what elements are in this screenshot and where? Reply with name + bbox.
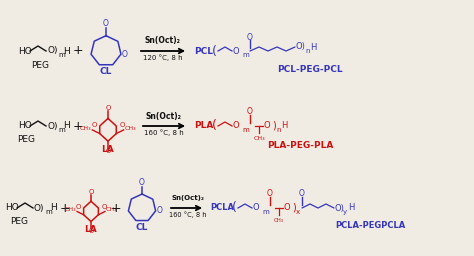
Text: H: H: [50, 204, 57, 212]
Text: CL: CL: [100, 68, 112, 77]
Text: y: y: [343, 209, 347, 215]
Text: LA: LA: [85, 226, 97, 234]
Text: O: O: [91, 122, 97, 128]
Text: PLA-PEG-PLA: PLA-PEG-PLA: [267, 142, 333, 151]
Text: O: O: [247, 108, 253, 116]
Text: ): ): [272, 121, 276, 131]
Text: CH₃: CH₃: [106, 207, 118, 212]
Text: O: O: [156, 206, 163, 215]
Text: CH₃: CH₃: [80, 126, 91, 131]
Text: Sn(Oct)₂: Sn(Oct)₂: [146, 112, 182, 121]
Text: 160 °C, 8 h: 160 °C, 8 h: [169, 212, 207, 218]
Text: H: H: [63, 47, 70, 56]
Text: O: O: [267, 189, 273, 198]
Text: O: O: [88, 228, 94, 233]
Text: O: O: [233, 122, 240, 131]
Text: Sn(Oct)₂: Sn(Oct)₂: [145, 37, 181, 46]
Text: O: O: [75, 204, 81, 210]
Text: HO: HO: [18, 47, 32, 56]
Text: n: n: [276, 127, 281, 133]
Text: O: O: [101, 204, 107, 210]
Text: HO: HO: [5, 204, 19, 212]
Text: PCL: PCL: [194, 47, 213, 56]
Text: +: +: [60, 201, 70, 215]
Text: ): ): [292, 203, 296, 213]
Text: m: m: [242, 52, 249, 58]
Text: m: m: [58, 52, 65, 58]
Text: O: O: [284, 204, 291, 212]
Text: O: O: [233, 47, 240, 56]
Text: HO: HO: [18, 122, 32, 131]
Text: m: m: [242, 127, 249, 133]
Text: O: O: [139, 178, 145, 187]
Text: +: +: [111, 201, 121, 215]
Text: CH₃: CH₃: [253, 136, 265, 141]
Text: O: O: [119, 122, 125, 128]
Text: PCLA-PEGPCLA: PCLA-PEGPCLA: [335, 221, 405, 230]
Text: O: O: [253, 204, 260, 212]
Text: 120 °C, 8 h: 120 °C, 8 h: [143, 55, 183, 61]
Text: O): O): [34, 204, 45, 212]
Text: CH₃: CH₃: [274, 218, 284, 223]
Text: n: n: [305, 48, 310, 54]
Text: LA: LA: [101, 145, 114, 155]
Text: +: +: [73, 120, 83, 133]
Text: O: O: [88, 189, 94, 195]
Text: PEG: PEG: [31, 60, 49, 69]
Text: (: (: [212, 120, 217, 133]
Text: 160 °C, 8 h: 160 °C, 8 h: [144, 130, 184, 136]
Text: x: x: [296, 209, 300, 215]
Text: O: O: [103, 19, 109, 28]
Text: PEG: PEG: [10, 218, 28, 227]
Text: O: O: [264, 122, 271, 131]
Text: CL: CL: [136, 223, 148, 232]
Text: +: +: [73, 45, 83, 58]
Text: O): O): [335, 204, 345, 212]
Text: PCLA: PCLA: [210, 204, 234, 212]
Text: O: O: [299, 189, 305, 198]
Text: PLA: PLA: [194, 122, 213, 131]
Text: H: H: [310, 42, 316, 51]
Text: (: (: [212, 45, 217, 58]
Text: H: H: [348, 204, 355, 212]
Text: H: H: [281, 122, 287, 131]
Text: O: O: [105, 148, 111, 154]
Text: H: H: [63, 122, 70, 131]
Text: O: O: [247, 33, 253, 41]
Text: O: O: [105, 105, 111, 111]
Text: O): O): [296, 42, 306, 51]
Text: O): O): [47, 122, 57, 131]
Text: PCL-PEG-PCL: PCL-PEG-PCL: [277, 65, 343, 73]
Text: m: m: [58, 127, 65, 133]
Text: m: m: [262, 209, 269, 215]
Text: O): O): [47, 47, 57, 56]
Text: Sn(Oct)₂: Sn(Oct)₂: [172, 195, 204, 201]
Text: CH₃: CH₃: [125, 126, 136, 131]
Text: O: O: [122, 50, 128, 59]
Text: PEG: PEG: [17, 135, 35, 144]
Text: (: (: [232, 201, 237, 215]
Text: m: m: [45, 209, 52, 215]
Text: CH₃: CH₃: [64, 207, 76, 212]
